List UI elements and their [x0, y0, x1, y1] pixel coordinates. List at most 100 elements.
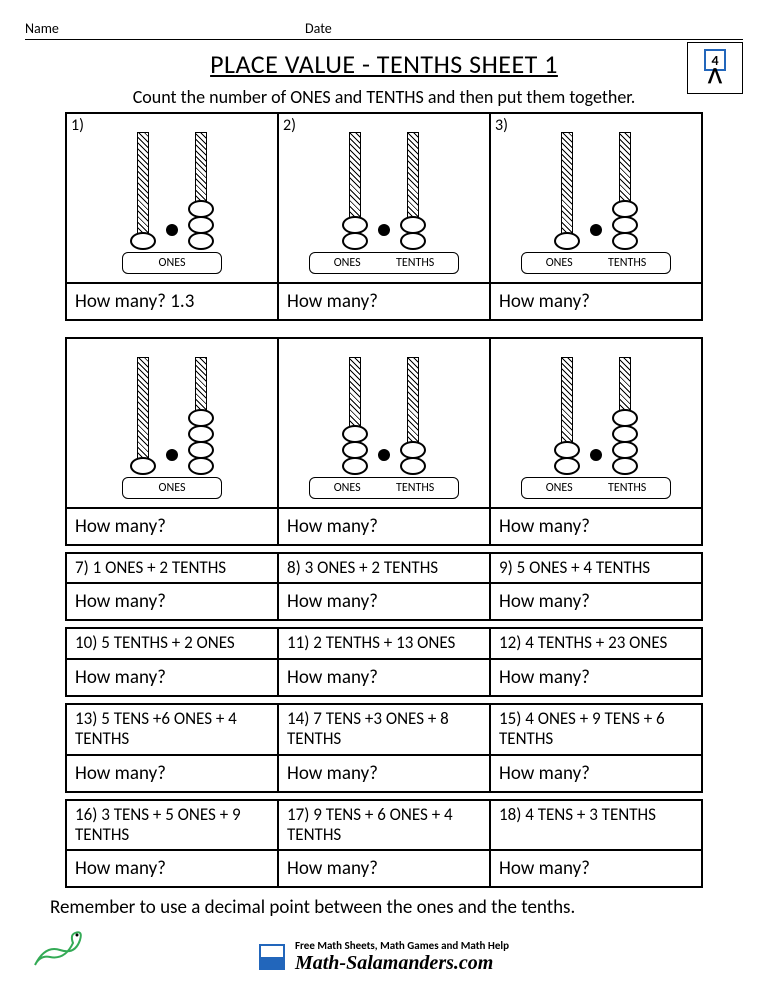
text-question: 11) 2 TENTHS + 13 ONES: [278, 628, 490, 658]
abacus-base: ONESTENTHS: [309, 252, 459, 274]
abacus-bead: [400, 232, 426, 250]
how-many-prompt: How many?: [490, 755, 702, 792]
ones-label: ONES: [159, 256, 186, 270]
abacus-rod: [342, 357, 368, 475]
abacus-bead: [188, 457, 214, 475]
tenths-label: TENTHS: [608, 481, 646, 495]
how-many-prompt: How many?: [66, 755, 278, 792]
reminder-text: Remember to use a decimal point between …: [50, 896, 718, 919]
abacus-bead: [188, 232, 214, 250]
decimal-dot: [590, 449, 602, 461]
abacus: [71, 345, 273, 475]
how-many-prompt: How many?: [490, 508, 702, 545]
diagram-cell: 3) ONES TENTHS: [490, 113, 702, 283]
question-grid: 7) 1 ONES + 2 TENTHS8) 3 ONES + 2 TENTHS…: [65, 552, 703, 621]
abacus: [283, 120, 485, 250]
diagram-grid: 1)ONES 2) ONES TENTHS3) ONES TENTHS How many? …: [65, 112, 703, 321]
question-number: 3): [495, 116, 508, 135]
abacus-rod: [130, 357, 156, 475]
decimal-dot: [590, 224, 602, 236]
date-label: Date: [305, 20, 743, 37]
abacus-bead: [612, 232, 638, 250]
how-many-prompt: How many?: [66, 583, 278, 620]
text-question: 9) 5 ONES + 4 TENTHS: [490, 553, 702, 583]
text-question: 18) 4 TENS + 3 TENTHS: [490, 800, 702, 851]
footer-site: Math-Salamanders.com: [295, 952, 509, 975]
abacus: [495, 120, 697, 250]
abacus-rod: [612, 132, 638, 250]
ones-label: ONES: [159, 481, 186, 495]
how-many-prompt: How many?: [490, 659, 702, 696]
diagram-cell: ONES TENTHS: [490, 338, 702, 508]
abacus-bead: [130, 457, 156, 475]
text-question: 15) 4 ONES + 9 TENS + 6 TENTHS: [490, 704, 702, 755]
decimal-dot: [166, 224, 178, 236]
worksheet-body: 1)ONES2)ONESTENTHS3)ONESTENTHSHow many? …: [25, 112, 743, 888]
question-number: 2): [283, 116, 296, 135]
abacus-bead: [130, 232, 156, 250]
tenths-label: TENTHS: [608, 256, 646, 270]
abacus: [71, 120, 273, 250]
abacus-base: ONES TENTHS: [309, 477, 459, 499]
footer-tagline: Free Math Sheets, Math Games and Math He…: [295, 939, 509, 952]
abacus: [495, 345, 697, 475]
text-question: 13) 5 TENS +6 ONES + 4 TENTHS: [66, 704, 278, 755]
footer: Free Math Sheets, Math Games and Math He…: [25, 939, 743, 975]
abacus-bead: [554, 457, 580, 475]
how-many-prompt: How many?: [278, 508, 490, 545]
question-grid: 16) 3 TENS + 5 ONES + 9 TENTHS17) 9 TENS…: [65, 799, 703, 889]
how-many-prompt: How many?: [278, 583, 490, 620]
salamander-icon: ᐱ: [708, 64, 722, 89]
abacus-rod: [188, 357, 214, 475]
abacus-rod: [130, 132, 156, 250]
diagram-cell: 1)ONES: [66, 113, 278, 283]
abacus-rod: [400, 132, 426, 250]
diagram-cell: ONES TENTHS: [278, 338, 490, 508]
tenths-label: TENTHS: [396, 481, 434, 495]
how-many-prompt: How many? 1.3: [66, 283, 278, 320]
footer-logo-icon: [259, 944, 285, 970]
grade-badge: 4 ᐱ: [687, 42, 743, 94]
diagram-cell: ONES: [66, 338, 278, 508]
ones-label: ONES: [546, 481, 573, 495]
abacus-bead: [554, 232, 580, 250]
abacus-rod: [554, 357, 580, 475]
diagram-grid: ONES ONES TENTHS ONES TENTHS How many?How man…: [65, 337, 703, 546]
how-many-prompt: How many?: [278, 283, 490, 320]
page-title: PLACE VALUE - TENTHS SHEET 1: [25, 48, 743, 80]
decimal-dot: [378, 449, 390, 461]
abacus: [283, 345, 485, 475]
abacus-bead: [342, 457, 368, 475]
abacus-rod: [342, 132, 368, 250]
how-many-prompt: How many?: [66, 659, 278, 696]
name-label: Name: [25, 20, 305, 37]
text-question: 16) 3 TENS + 5 ONES + 9 TENTHS: [66, 800, 278, 851]
abacus-rod: [554, 132, 580, 250]
text-question: 7) 1 ONES + 2 TENTHS: [66, 553, 278, 583]
worksheet-header: Name Date: [25, 20, 743, 40]
abacus-rod: [400, 357, 426, 475]
question-grid: 13) 5 TENS +6 ONES + 4 TENTHS14) 7 TENS …: [65, 703, 703, 793]
abacus-bead: [612, 457, 638, 475]
ones-label: ONES: [334, 481, 361, 495]
decimal-dot: [166, 449, 178, 461]
text-question: 12) 4 TENTHS + 23 ONES: [490, 628, 702, 658]
ones-label: ONES: [334, 256, 361, 270]
abacus-rod: [188, 132, 214, 250]
how-many-prompt: How many?: [490, 283, 702, 320]
abacus-bead: [400, 457, 426, 475]
how-many-prompt: How many?: [278, 850, 490, 887]
abacus-base: ONES: [122, 477, 222, 499]
abacus-base: ONES: [122, 252, 222, 274]
abacus-rod: [612, 357, 638, 475]
question-grid: 10) 5 TENTHS + 2 ONES11) 2 TENTHS + 13 O…: [65, 627, 703, 696]
abacus-bead: [342, 232, 368, 250]
text-question: 8) 3 ONES + 2 TENTHS: [278, 553, 490, 583]
how-many-prompt: How many?: [490, 583, 702, 620]
ones-label: ONES: [546, 256, 573, 270]
abacus-base: ONES TENTHS: [521, 252, 671, 274]
salamander-icon: [25, 915, 105, 975]
text-question: 10) 5 TENTHS + 2 ONES: [66, 628, 278, 658]
text-question: 14) 7 TENS +3 ONES + 8 TENTHS: [278, 704, 490, 755]
instruction-text: Count the number of ONES and TENTHS and …: [25, 86, 743, 108]
